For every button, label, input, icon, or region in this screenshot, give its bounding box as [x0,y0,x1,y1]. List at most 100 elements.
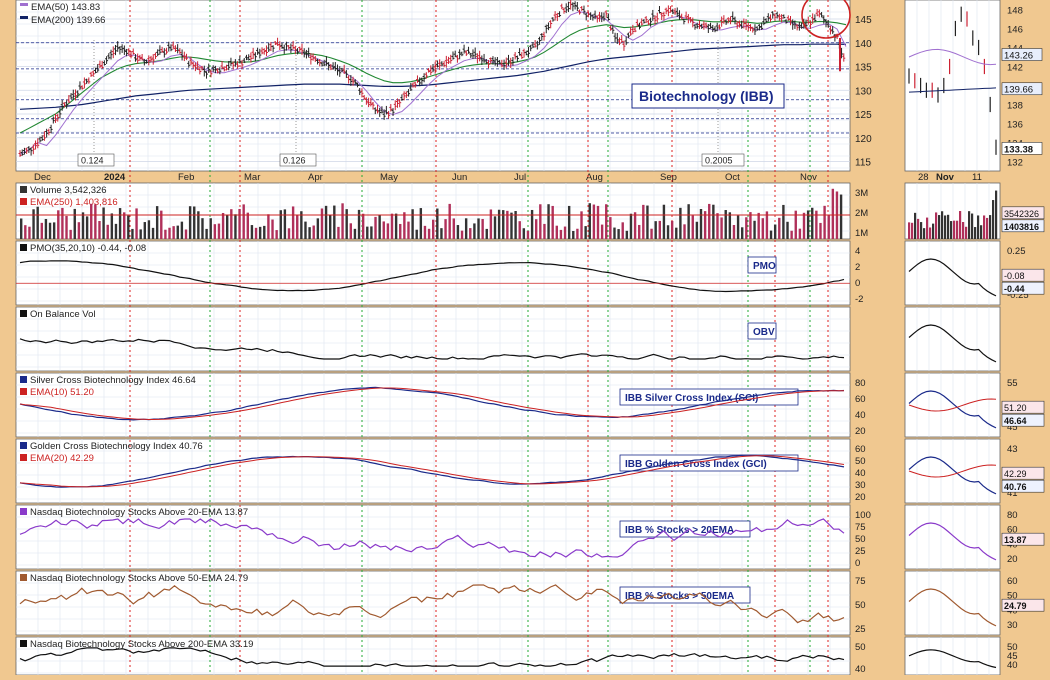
volume-bar [390,213,394,239]
zoom-volume-bar [971,213,974,239]
volume-bar [242,204,245,239]
volume-bar [782,204,785,239]
volume-bar [370,226,373,239]
zoom-indicator-panel [904,504,1001,570]
zoom-panel-badge [1001,268,1045,282]
volume-bar [77,222,81,239]
volume-bar [811,207,814,239]
panel-ytick: 3M [855,188,868,199]
volume-bar [712,204,715,239]
panel-label-box [619,388,799,406]
panel-ytick: 80 [855,378,866,389]
volume-bar [670,220,674,239]
zoom-panel-badge-label: 24.79 [1004,601,1027,611]
volume-bar [753,220,756,239]
volume-bar [337,226,340,239]
panel-label-box [619,520,751,538]
volume-bar [633,212,637,239]
volume-bar [539,204,542,239]
chart-title-box [631,83,785,109]
volume-bar [708,203,711,239]
price-ytick: 135 [855,63,872,74]
volume-bar [831,188,835,239]
volume-bar [464,218,468,239]
zoom-panel-ytick: 40 [1007,660,1018,671]
volume-bar [798,228,802,239]
volume-bar [736,215,740,239]
zoom-volume-bar [941,211,944,239]
volume-bar [662,204,666,239]
panel-ytick: 0 [855,558,860,569]
indicator-panel [15,240,851,306]
volume-bar [85,216,89,239]
zoom-panel-badge [1001,479,1045,493]
zoom-month-label: 28 [918,172,929,183]
zoom-volume-bar [908,222,911,239]
ema200-line [19,43,847,110]
panel-legend-swatch [20,244,27,251]
volume-bar [469,228,472,239]
zoom-panel-badge-label: 13.87 [1004,535,1027,545]
zoom-indicator-panel [904,372,1001,438]
volume-bar [151,227,155,239]
price-ytick: 130 [855,86,872,97]
volume-bar [201,218,204,239]
volume-bar [654,221,657,239]
volume-bar [205,228,208,239]
volume-bar [193,206,196,239]
volume-bar [184,229,188,239]
volume-bar [221,212,225,239]
volume-bar [699,208,703,239]
volume-bar [728,212,732,239]
volume-bar [57,210,60,239]
zoom-volume-bar [956,220,959,239]
zoom-volume-bar [983,215,986,239]
volume-bar [757,212,760,239]
zoom-price-badge-label: 143.26 [1004,51,1033,62]
volume-bar [366,226,369,239]
x-month-label: Sep [660,172,677,183]
zoom-panel-badge [1001,413,1045,427]
panel-ytick: 20 [855,426,866,437]
zoom-panel-ytick: 45 [1007,422,1018,433]
panel-label: OBV [753,327,775,338]
volume-bar [786,221,789,239]
volume-bar [320,208,324,239]
ema50-line [19,18,847,134]
volume-bar [382,221,385,239]
panel-ytick: 40 [855,468,866,479]
volume-bar [378,215,381,239]
volume-bar [164,229,167,239]
zoom-volume-bar [995,190,998,239]
volume-bar [773,224,777,239]
zoom-month-label: 11 [972,172,982,183]
panel-ytick: 0 [855,278,860,289]
volume-bar [258,226,262,239]
volume-bar [226,214,229,239]
zoom-panel-badge-label: -0.08 [1004,271,1025,281]
zoom-ema50 [908,48,997,66]
volume-bar [275,230,278,239]
panel-ytick: 20 [855,492,866,503]
zoom-panel-badge [1001,598,1045,612]
zoom-volume-bar [962,222,965,239]
zoom-panel-badge [1001,466,1045,480]
volume-bar [304,221,307,239]
volume-bar [65,215,68,239]
panel-legend-swatch [20,574,27,581]
zoom-volume-bar [923,228,926,239]
indicator-line [19,647,845,667]
zoom-volume-bar [914,212,917,239]
panel-legend-text: Nasdaq Biotechnology Stocks Above 200-EM… [30,639,253,650]
zoom-panel-badge-label: 40.76 [1004,482,1027,492]
x-month-label: Oct [725,172,740,183]
dividend-box [279,153,317,167]
volume-bar [477,218,480,239]
zoom-price-ytick: 148 [1007,6,1023,17]
zoom-volume-bar [947,214,950,239]
volume-bar [300,211,303,239]
volume-bar [724,210,727,239]
panel-ytick: 25 [855,624,866,635]
zoom-panel-ytick: 41 [1007,488,1018,499]
